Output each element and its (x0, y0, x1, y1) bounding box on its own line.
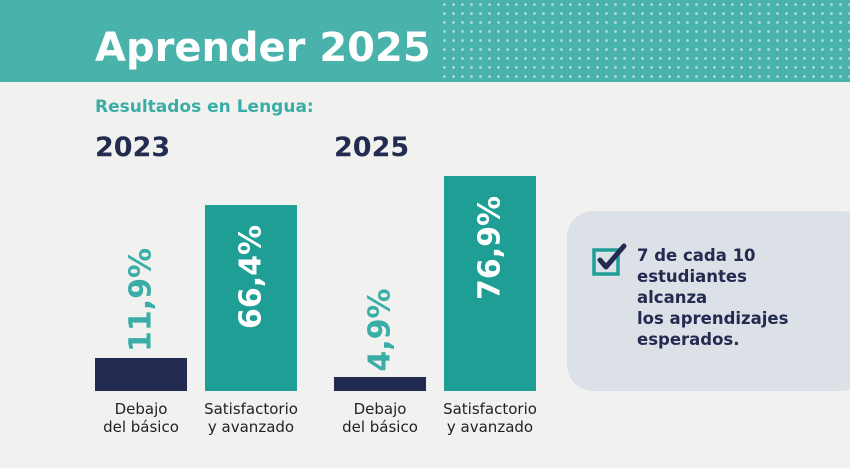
title: Aprender 2025 (95, 25, 431, 71)
callout-box (567, 211, 850, 391)
category-label: Satisfactorio y avanzado (204, 400, 298, 436)
chart-title: 2023 (95, 132, 171, 163)
dot-pattern (440, 0, 850, 82)
value-label: 11,9% (123, 247, 159, 352)
bar (205, 205, 297, 391)
bar (444, 175, 536, 391)
value-label: 76,9% (472, 195, 508, 300)
callout-line: estudiantes (637, 267, 747, 286)
callout-line: esperados. (637, 330, 740, 349)
callout-line: alcanza (637, 288, 708, 307)
bar (95, 357, 187, 391)
chart-title: 2025 (334, 132, 410, 163)
category-label: Debajo del básico (342, 400, 418, 436)
callout-line: los aprendizajes (637, 309, 789, 328)
subtitle: Resultados en Lengua: (95, 97, 314, 117)
callout-line: 7 de cada 10 (637, 246, 756, 265)
check-icon (592, 243, 627, 276)
category-label: Debajo del básico (103, 400, 179, 436)
value-label: 4,9% (362, 288, 398, 372)
value-label: 66,4% (233, 225, 269, 330)
category-label: Satisfactorio y avanzado (443, 400, 537, 436)
bar (334, 377, 426, 391)
callout-text: 7 de cada 10 estudiantes alcanza los aprend… (637, 245, 788, 350)
